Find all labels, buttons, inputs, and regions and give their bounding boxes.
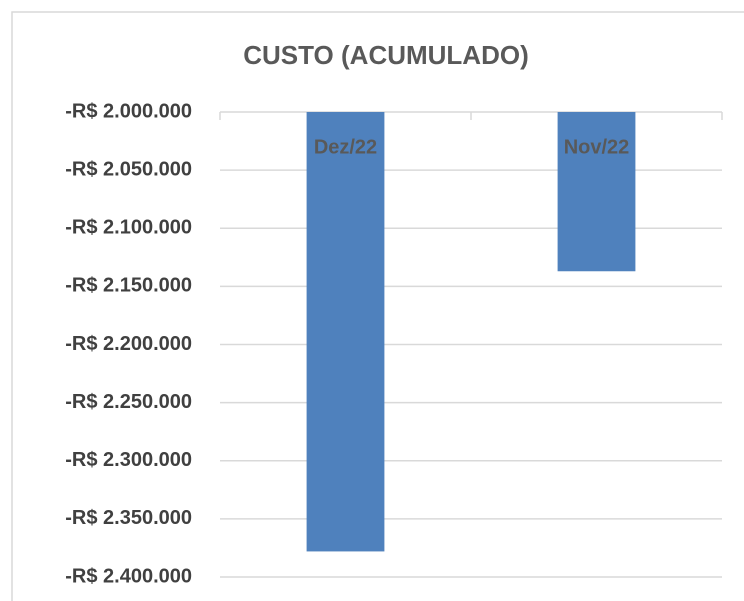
- y-tick-label: -R$ 2.300.000: [65, 449, 192, 471]
- y-tick-label: -R$ 2.200.000: [65, 333, 192, 355]
- chart-title: CUSTO (ACUMULADO): [243, 40, 529, 70]
- y-tick-label: -R$ 2.350.000: [65, 507, 192, 529]
- bar: [306, 112, 385, 552]
- y-tick-label: -R$ 2.400.000: [65, 565, 192, 587]
- y-tick-label: -R$ 2.100.000: [65, 217, 192, 239]
- x-tick-label: Nov/22: [564, 136, 630, 158]
- bar: [557, 112, 636, 272]
- y-tick-label: -R$ 2.000.000: [65, 100, 192, 122]
- y-tick-label: -R$ 2.150.000: [65, 275, 192, 297]
- x-tick-label: Dez/22: [314, 136, 377, 158]
- y-tick-label: -R$ 2.050.000: [65, 158, 192, 180]
- y-tick-label: -R$ 2.250.000: [65, 391, 192, 413]
